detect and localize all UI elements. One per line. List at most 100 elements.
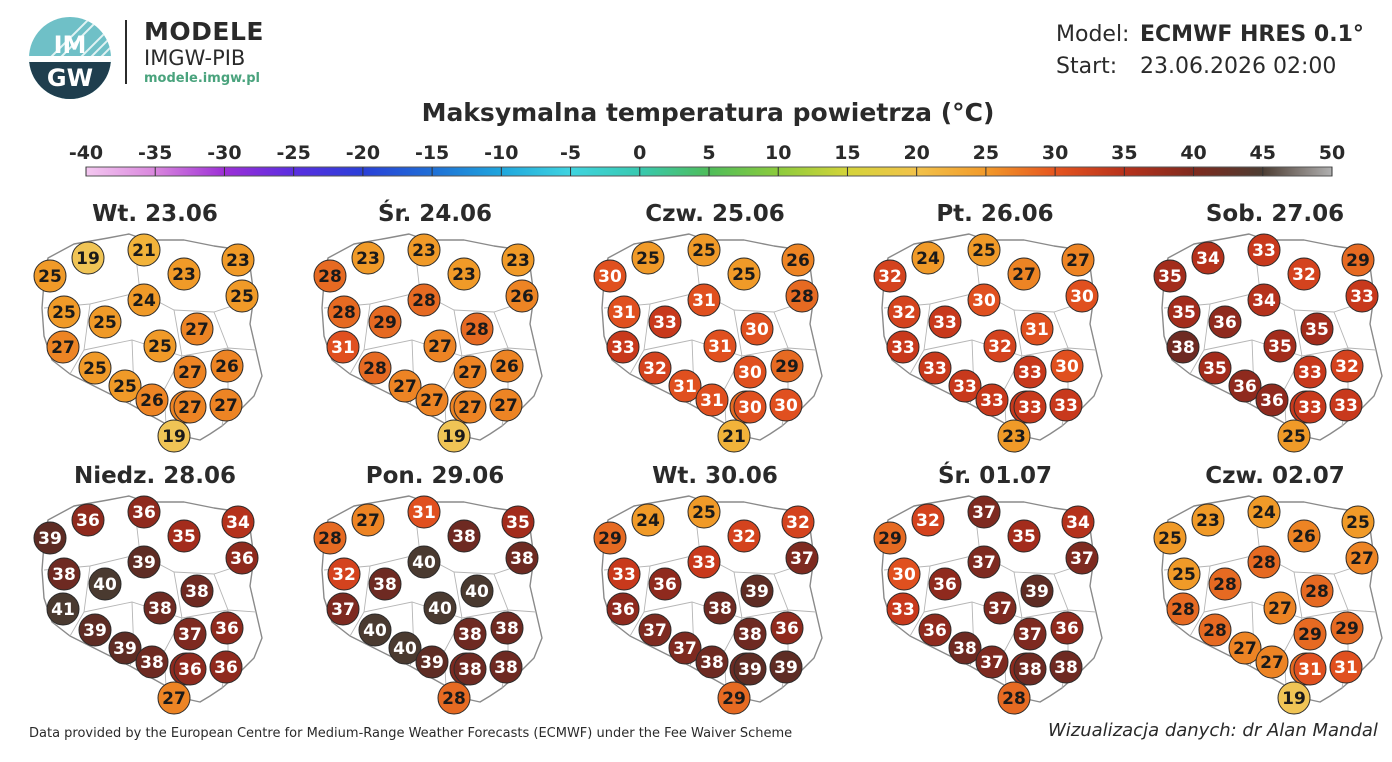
station-circle: [781, 505, 815, 539]
station-temp: 24: [916, 249, 940, 269]
station-marker: 28: [1198, 613, 1232, 647]
station-marker: 33: [1049, 388, 1083, 422]
station-temp: 23: [1002, 427, 1026, 447]
station-marker: 26: [490, 349, 524, 383]
station-marker: 28: [460, 312, 494, 346]
station-marker: 33: [1329, 388, 1363, 422]
station-marker: 35: [1153, 259, 1187, 293]
station-marker: 38: [1049, 650, 1083, 684]
station-circle: [1166, 592, 1200, 626]
station-circle: [71, 503, 105, 537]
station-marker: 23: [1191, 503, 1225, 537]
station-marker: 28: [1247, 545, 1281, 579]
station-temp: 40: [465, 582, 489, 602]
station-temp: 36: [1260, 391, 1284, 411]
station-marker: 38: [135, 645, 169, 679]
station-circle: [180, 312, 214, 346]
start-label: Start:: [1056, 54, 1118, 79]
station-temp: 25: [38, 267, 62, 287]
station-marker: 38: [180, 574, 214, 608]
station-circle: [351, 241, 385, 275]
station-circle: [460, 574, 494, 608]
station-circle: [703, 329, 737, 363]
day-map-panel: Sob. 27.06 35 34 33 32 29 33 35 36 34 35 38 35 32 35 33…: [1153, 201, 1383, 453]
day-title: Pt. 26.06: [936, 201, 1053, 227]
station-circle: [1198, 351, 1232, 385]
scale-label: 15: [834, 142, 860, 164]
station-marker: 38: [1166, 330, 1200, 364]
station-temp: 30: [738, 398, 762, 418]
station-marker: 27: [157, 681, 191, 715]
station-circle: [703, 591, 737, 625]
station-marker: 41: [46, 592, 80, 626]
scale-label: 25: [973, 142, 999, 164]
station-temp: 24: [132, 291, 156, 311]
station-marker: 36: [1050, 611, 1084, 645]
station-marker: 34: [221, 505, 255, 539]
station-circle: [886, 330, 920, 364]
station-circle: [1247, 233, 1281, 267]
station-marker: 39: [1020, 574, 1054, 608]
station-circle: [975, 383, 1009, 417]
station-marker: 27: [46, 330, 80, 364]
station-circle: [648, 567, 682, 601]
station-temp: 33: [891, 338, 915, 358]
station-circle: [873, 259, 907, 293]
station-circle: [727, 257, 761, 291]
brand-url[interactable]: modele.imgw.pl: [144, 71, 260, 86]
station-circle: [1049, 388, 1083, 422]
station-temp: 33: [1334, 396, 1358, 416]
station-temp: 37: [790, 549, 814, 569]
station-circle: [785, 541, 819, 575]
station-temp: 30: [774, 396, 798, 416]
station-circle: [1330, 611, 1364, 645]
station-marker: 37: [1013, 617, 1047, 651]
station-circle: [948, 369, 982, 403]
station-temp: 38: [140, 653, 164, 673]
station-circle: [1013, 617, 1047, 651]
station-circle: [71, 241, 105, 275]
station-temp: 32: [332, 565, 356, 585]
station-circle: [415, 383, 449, 417]
station-marker: 33: [948, 369, 982, 403]
day-title: Sob. 27.06: [1206, 201, 1344, 227]
scale-label: 20: [903, 142, 929, 164]
station-temp: 29: [1335, 619, 1359, 639]
station-circle: [327, 557, 361, 591]
station-temp: 28: [318, 267, 342, 287]
station-marker: 38: [447, 519, 481, 553]
station-temp: 33: [1054, 396, 1078, 416]
station-marker: 26: [781, 243, 815, 277]
station-circle: [437, 681, 471, 715]
station-temp: 28: [332, 303, 356, 323]
station-marker: 27: [351, 503, 385, 537]
day-map-panel: Czw. 02.07 25 23 24 26 25 27 25 28 28 28 28 27 29 28 29…: [1153, 463, 1383, 715]
station-temp: 33: [1350, 287, 1374, 307]
station-temp: 29: [878, 529, 902, 549]
station-circle: [407, 545, 441, 579]
station-circle: [1020, 312, 1054, 346]
station-marker: 38: [490, 611, 524, 645]
voivodeship-border: [363, 601, 537, 619]
station-temp: 28: [412, 291, 436, 311]
station-temp: 25: [83, 359, 107, 379]
station-temp: 31: [1298, 660, 1322, 680]
day-title: Niedz. 28.06: [74, 463, 236, 489]
station-temp: 24: [1252, 503, 1276, 523]
station-circle: [407, 495, 441, 529]
station-marker: 29: [593, 521, 627, 555]
station-circle: [1167, 557, 1201, 591]
station-temp: 36: [775, 619, 799, 639]
station-circle: [157, 681, 191, 715]
station-circle: [453, 390, 487, 424]
day-map-panel: Pon. 29.06 28 27 31 38 35 38 32 38 40 40 37 40 38 40 38…: [313, 463, 543, 715]
station-marker: 32: [1287, 257, 1321, 291]
station-marker: 37: [668, 631, 702, 665]
station-marker: 31: [668, 369, 702, 403]
station-temp: 36: [1233, 377, 1257, 397]
station-marker: 29: [1341, 243, 1375, 277]
station-circle: [1191, 503, 1225, 537]
station-circle: [1065, 279, 1099, 313]
station-temp: 23: [506, 251, 530, 271]
